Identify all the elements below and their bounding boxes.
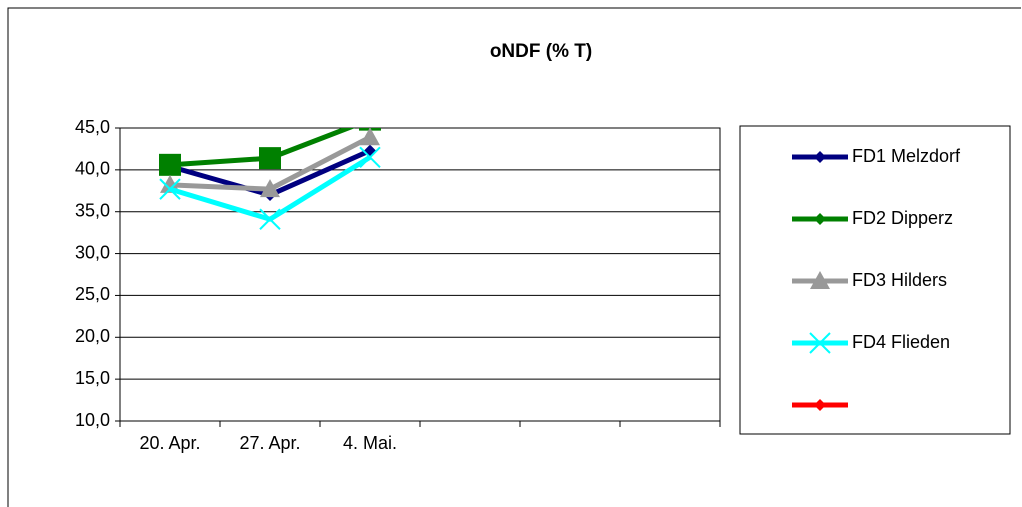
chart-border xyxy=(7,7,1021,507)
y-tick-label: 40,0 xyxy=(75,159,110,179)
marker xyxy=(359,146,381,169)
marker xyxy=(359,128,381,131)
y-tick-label: 25,0 xyxy=(75,284,110,304)
y-tick-label: 10,0 xyxy=(75,410,110,430)
marker xyxy=(814,399,826,411)
marker xyxy=(259,208,281,230)
y-tick-label: 30,0 xyxy=(75,242,110,262)
legend-label: FD2 Dipperz xyxy=(852,208,953,228)
y-tick-label: 20,0 xyxy=(75,326,110,346)
plot-area xyxy=(119,127,721,422)
x-tick-label: 27. Apr. xyxy=(239,433,300,453)
legend-label: FD1 Melzdorf xyxy=(852,146,961,166)
marker xyxy=(259,147,281,170)
marker xyxy=(814,213,826,225)
marker xyxy=(159,178,181,200)
legend-box xyxy=(739,125,1011,435)
marker xyxy=(360,128,380,146)
marker xyxy=(809,332,831,354)
y-tick-label: 45,0 xyxy=(75,117,110,137)
y-tick-label: 35,0 xyxy=(75,200,110,220)
x-tick-label: 4. Mai. xyxy=(343,433,397,453)
marker xyxy=(814,151,826,163)
plot-lines xyxy=(159,128,381,230)
legend-label: FD3 Hilders xyxy=(852,270,947,290)
y-tick-label: 15,0 xyxy=(75,368,110,388)
marker xyxy=(810,271,830,289)
x-tick-label: 20. Apr. xyxy=(139,433,200,453)
legend-label: FD4 Flieden xyxy=(852,332,950,352)
chart-title: oNDF (% T) xyxy=(490,41,592,62)
marker xyxy=(260,179,280,198)
marker xyxy=(159,153,181,176)
